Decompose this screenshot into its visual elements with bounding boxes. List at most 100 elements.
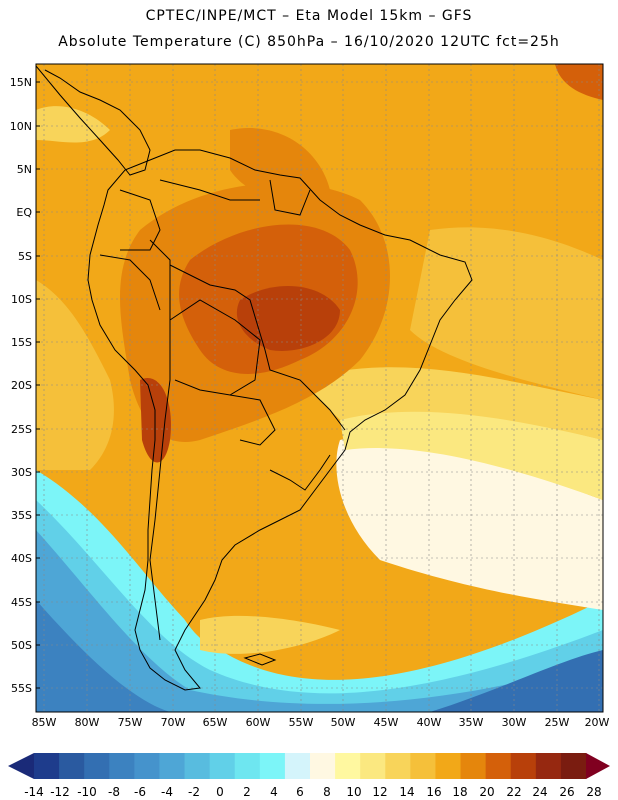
lat-label: 25S <box>11 423 32 436</box>
colorbar-over-arrow <box>586 753 610 779</box>
lat-label: 5N <box>17 163 32 176</box>
lon-label: 35W <box>459 716 484 729</box>
border-peru <box>99 254 161 311</box>
colorbar-box <box>159 753 186 779</box>
colorbar-tick: -2 <box>188 785 200 799</box>
lon-label: 40W <box>417 716 442 729</box>
lon-labels: 85W 80W 75W 70W 65W 60W 55W 50W 45W 40W … <box>32 716 610 729</box>
colorbar-box <box>59 753 85 779</box>
field-band-14 <box>300 367 603 440</box>
colorbar-box <box>460 753 487 779</box>
lon-label: 30W <box>502 716 527 729</box>
colorbar-tick: 16 <box>426 785 441 799</box>
colorbar: -14 -12 -10 -8 -6 -4 -2 0 2 4 6 8 10 12 … <box>8 753 610 799</box>
colorbar-tick: 0 <box>216 785 224 799</box>
colorbar-tick: 6 <box>296 785 304 799</box>
colorbar-tick: -14 <box>24 785 44 799</box>
lon-label: 20W <box>585 716 610 729</box>
colorbar-box <box>535 753 562 779</box>
colorbar-box <box>184 753 211 779</box>
colorbar-box <box>360 753 386 779</box>
colorbar-box <box>109 753 135 779</box>
colorbar-tick: 4 <box>270 785 278 799</box>
colorbar-box <box>84 753 110 779</box>
field-band-24 <box>236 286 340 351</box>
colorbar-box <box>560 753 587 779</box>
colorbar-tick: 22 <box>506 785 521 799</box>
lat-label: 15S <box>11 336 32 349</box>
border-bolivia <box>169 299 261 396</box>
colorbar-box <box>410 753 436 779</box>
south-america-coast <box>87 149 473 691</box>
lat-label: 10N <box>10 120 32 133</box>
lat-label: 55S <box>11 682 32 695</box>
border-paraguay <box>229 394 276 446</box>
colorbar-box <box>310 753 336 779</box>
lat-label: 30S <box>11 466 32 479</box>
field-band-16 <box>410 227 603 400</box>
colorbar-tick: 2 <box>243 785 251 799</box>
field-pacific-band <box>36 280 114 470</box>
field-carib-band <box>36 106 110 143</box>
lon-label: 65W <box>203 716 228 729</box>
map-frame <box>35 63 604 713</box>
lon-label: 45W <box>374 716 399 729</box>
colorbar-boxes <box>34 753 587 779</box>
colorbar-tick: 28 <box>586 785 601 799</box>
lat-labels: 15N 10N 5N EQ 5S 10S 15S 20S 25S 30S 35S… <box>10 76 33 695</box>
colorbar-labels: -14 -12 -10 -8 -6 -4 -2 0 2 4 6 8 10 12 … <box>24 785 601 799</box>
colorbar-tick: 10 <box>346 785 361 799</box>
colorbar-box <box>435 753 462 779</box>
coastlines <box>36 65 473 691</box>
colorbar-box <box>209 753 236 779</box>
lon-label: 75W <box>118 716 143 729</box>
colorbar-tick: 26 <box>559 785 574 799</box>
lon-label: 70W <box>161 716 186 729</box>
falklands <box>243 653 277 666</box>
lon-label: 80W <box>75 716 100 729</box>
border-venezuela <box>159 179 260 201</box>
colorbar-tick: -4 <box>161 785 173 799</box>
lat-label: 50S <box>11 639 32 652</box>
colorbar-box <box>34 753 60 779</box>
temperature-field <box>36 64 603 712</box>
colorbar-tick: 20 <box>479 785 494 799</box>
colorbar-tick: -10 <box>77 785 97 799</box>
colorbar-tick: 8 <box>323 785 331 799</box>
field-patagonia <box>156 460 272 650</box>
field-band-neg8 <box>36 600 170 712</box>
colorbar-box <box>335 753 361 779</box>
lon-label: 55W <box>289 716 314 729</box>
lat-label: 40S <box>11 552 32 565</box>
border-argentina-uruguay <box>269 454 331 491</box>
lat-label: EQ <box>16 206 32 219</box>
colorbar-box <box>134 753 160 779</box>
colorbar-box <box>385 753 411 779</box>
lat-label: 35S <box>11 509 32 522</box>
lat-label: 45S <box>11 596 32 609</box>
field-band-8 <box>336 435 603 610</box>
lon-label: 85W <box>32 716 57 729</box>
colorbar-tick: -6 <box>134 785 146 799</box>
field-band-12 <box>340 407 603 500</box>
lat-label: 5S <box>18 250 32 263</box>
lat-label: 15N <box>10 76 32 89</box>
colorbar-under-arrow <box>8 753 34 779</box>
border-guianas <box>269 179 311 216</box>
axis-ticks <box>36 81 40 689</box>
field-ne-corner <box>555 64 603 100</box>
lon-label: 25W <box>545 716 570 729</box>
colorbar-tick: 18 <box>452 785 467 799</box>
colorbar-tick: 14 <box>399 785 414 799</box>
colorbar-tick: 24 <box>532 785 547 799</box>
colorbar-tick: -12 <box>50 785 70 799</box>
colorbar-tick: 12 <box>372 785 387 799</box>
chart-subtitle: Absolute Temperature (C) 850hPa – 16/10/… <box>58 34 560 50</box>
border-brazil <box>169 264 346 431</box>
colorbar-tick: -8 <box>108 785 120 799</box>
border-colombia <box>119 189 161 251</box>
graticule <box>36 64 603 712</box>
colorbar-box <box>259 753 286 779</box>
field-amazon-north <box>230 128 330 201</box>
